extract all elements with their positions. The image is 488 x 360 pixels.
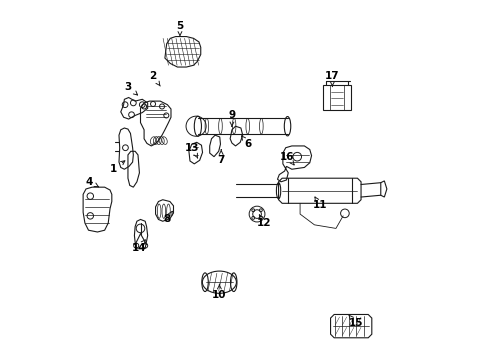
Text: 3: 3 xyxy=(124,82,137,95)
Text: 6: 6 xyxy=(241,136,251,149)
Text: 12: 12 xyxy=(257,215,271,228)
Text: 13: 13 xyxy=(185,143,199,158)
Text: 7: 7 xyxy=(217,150,224,165)
Text: 9: 9 xyxy=(228,111,235,126)
Text: 1: 1 xyxy=(110,161,124,174)
Text: 8: 8 xyxy=(163,211,172,224)
Text: 2: 2 xyxy=(149,71,160,86)
Text: 11: 11 xyxy=(312,197,326,210)
Text: 14: 14 xyxy=(131,240,146,253)
Text: 5: 5 xyxy=(176,21,183,36)
Text: 15: 15 xyxy=(348,315,362,328)
Text: 16: 16 xyxy=(280,152,294,165)
Text: 4: 4 xyxy=(86,177,99,187)
Text: 10: 10 xyxy=(212,284,226,300)
Text: 17: 17 xyxy=(325,71,339,86)
